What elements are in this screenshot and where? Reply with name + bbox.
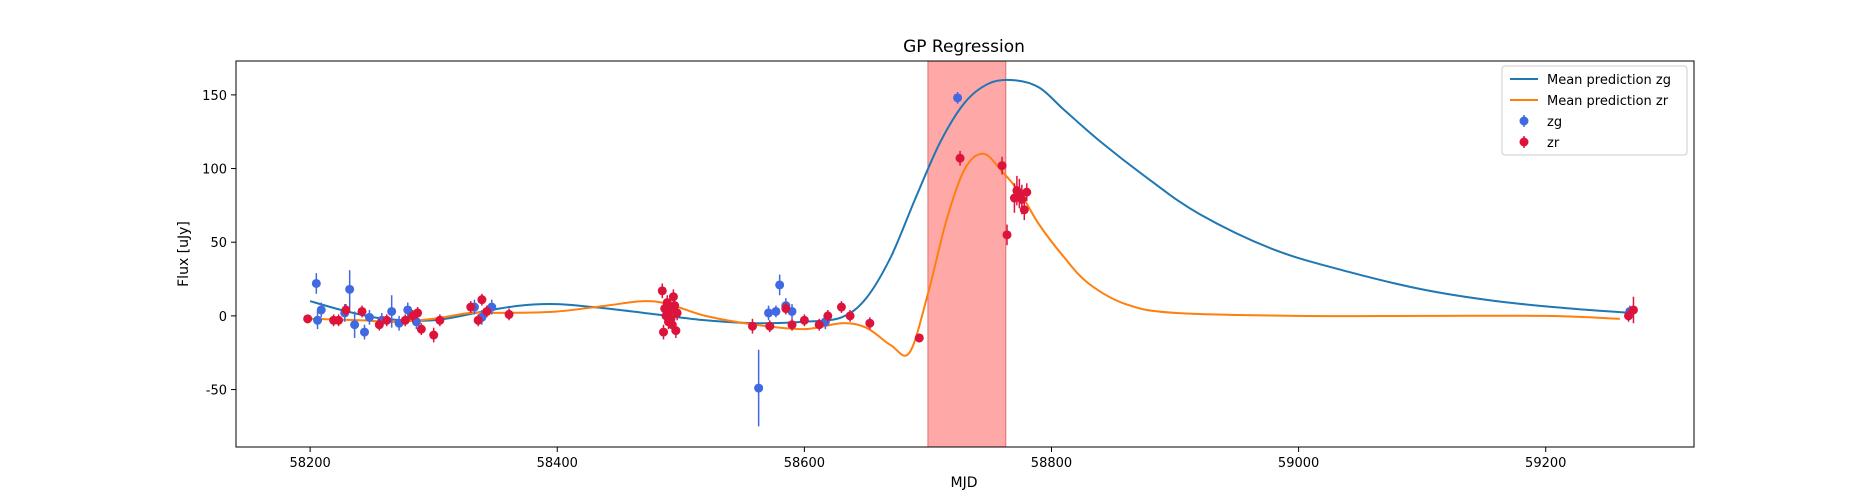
data-point — [435, 315, 445, 325]
data-point — [836, 302, 846, 312]
data-point — [787, 320, 797, 330]
data-point — [482, 306, 492, 316]
y-axis-label: Flux [uJy] — [176, 221, 192, 287]
data-point — [845, 311, 855, 321]
data-point — [311, 278, 321, 288]
legend-box — [1501, 65, 1688, 156]
series-points-zr — [303, 150, 1638, 343]
legend-label: zr — [1547, 136, 1560, 151]
y-tick-label: 150 — [202, 89, 227, 104]
data-point — [360, 327, 370, 337]
x-tick-label: 58800 — [1031, 456, 1072, 471]
legend-label: Mean prediction zg — [1547, 73, 1671, 88]
data-point — [754, 383, 764, 393]
data-point — [997, 161, 1007, 171]
data-point — [466, 302, 476, 312]
y-tick-label: 100 — [202, 163, 227, 178]
plot-area — [303, 60, 1638, 448]
series-line-zg — [309, 78, 1633, 325]
x-axis-label: MJD — [951, 475, 978, 491]
data-point — [865, 318, 875, 328]
axes-frame — [235, 60, 1695, 448]
data-point — [914, 333, 924, 343]
data-point — [504, 309, 514, 319]
data-point — [1002, 230, 1012, 240]
highlight-region — [927, 60, 1007, 448]
data-point — [477, 295, 487, 305]
data-point — [316, 305, 326, 315]
data-point — [823, 311, 833, 321]
x-tick-label: 58200 — [289, 456, 330, 471]
data-point — [799, 315, 809, 325]
data-point — [403, 305, 413, 315]
data-point — [671, 326, 681, 336]
legend-marker-swatch — [1519, 137, 1529, 147]
legend-label: zg — [1547, 115, 1562, 130]
data-point — [413, 308, 423, 318]
data-point — [953, 93, 963, 103]
data-point — [771, 306, 781, 316]
data-point — [672, 308, 682, 318]
data-point — [303, 314, 313, 324]
data-point — [357, 306, 367, 316]
legend-marker-swatch — [1519, 116, 1529, 126]
y-tick-label: 50 — [210, 236, 227, 251]
series-line-zr — [310, 152, 1620, 357]
data-point — [659, 327, 669, 337]
legend: Mean prediction zg Mean prediction zr zg zr — [1501, 65, 1688, 156]
data-point — [334, 315, 344, 325]
chart-title: GP Regression — [903, 37, 1025, 57]
y-tick-label: 0 — [219, 310, 227, 325]
legend-label: Mean prediction zr — [1547, 94, 1669, 109]
data-point — [764, 308, 774, 318]
x-tick-label: 59000 — [1278, 456, 1319, 471]
data-point — [775, 280, 785, 290]
data-point — [665, 306, 675, 316]
data-point — [429, 330, 439, 340]
x-axis-ticks: 58200 58400 58600 58800 59000 59200 — [289, 447, 1566, 471]
y-axis-ticks: -50 0 50 100 150 — [202, 89, 236, 399]
data-point — [364, 312, 374, 322]
data-point — [345, 284, 355, 294]
data-point — [416, 324, 426, 334]
data-point — [814, 320, 824, 330]
data-point — [668, 292, 678, 302]
data-point — [1019, 205, 1029, 215]
data-point — [765, 321, 775, 331]
data-point — [747, 321, 757, 331]
data-point — [374, 320, 384, 330]
data-point — [473, 315, 483, 325]
data-point — [955, 153, 965, 163]
data-point — [313, 315, 323, 325]
x-tick-label: 58600 — [784, 456, 825, 471]
data-point — [350, 320, 360, 330]
data-point — [1624, 311, 1634, 321]
x-tick-label: 58400 — [537, 456, 578, 471]
x-tick-label: 59200 — [1525, 456, 1566, 471]
y-tick-label: -50 — [206, 384, 227, 399]
data-point — [341, 305, 351, 315]
data-point — [781, 304, 791, 314]
data-point — [387, 306, 397, 316]
data-point — [400, 315, 410, 325]
data-point — [1628, 305, 1638, 315]
data-point — [382, 315, 392, 325]
data-point — [657, 286, 667, 296]
data-point — [1022, 187, 1032, 197]
